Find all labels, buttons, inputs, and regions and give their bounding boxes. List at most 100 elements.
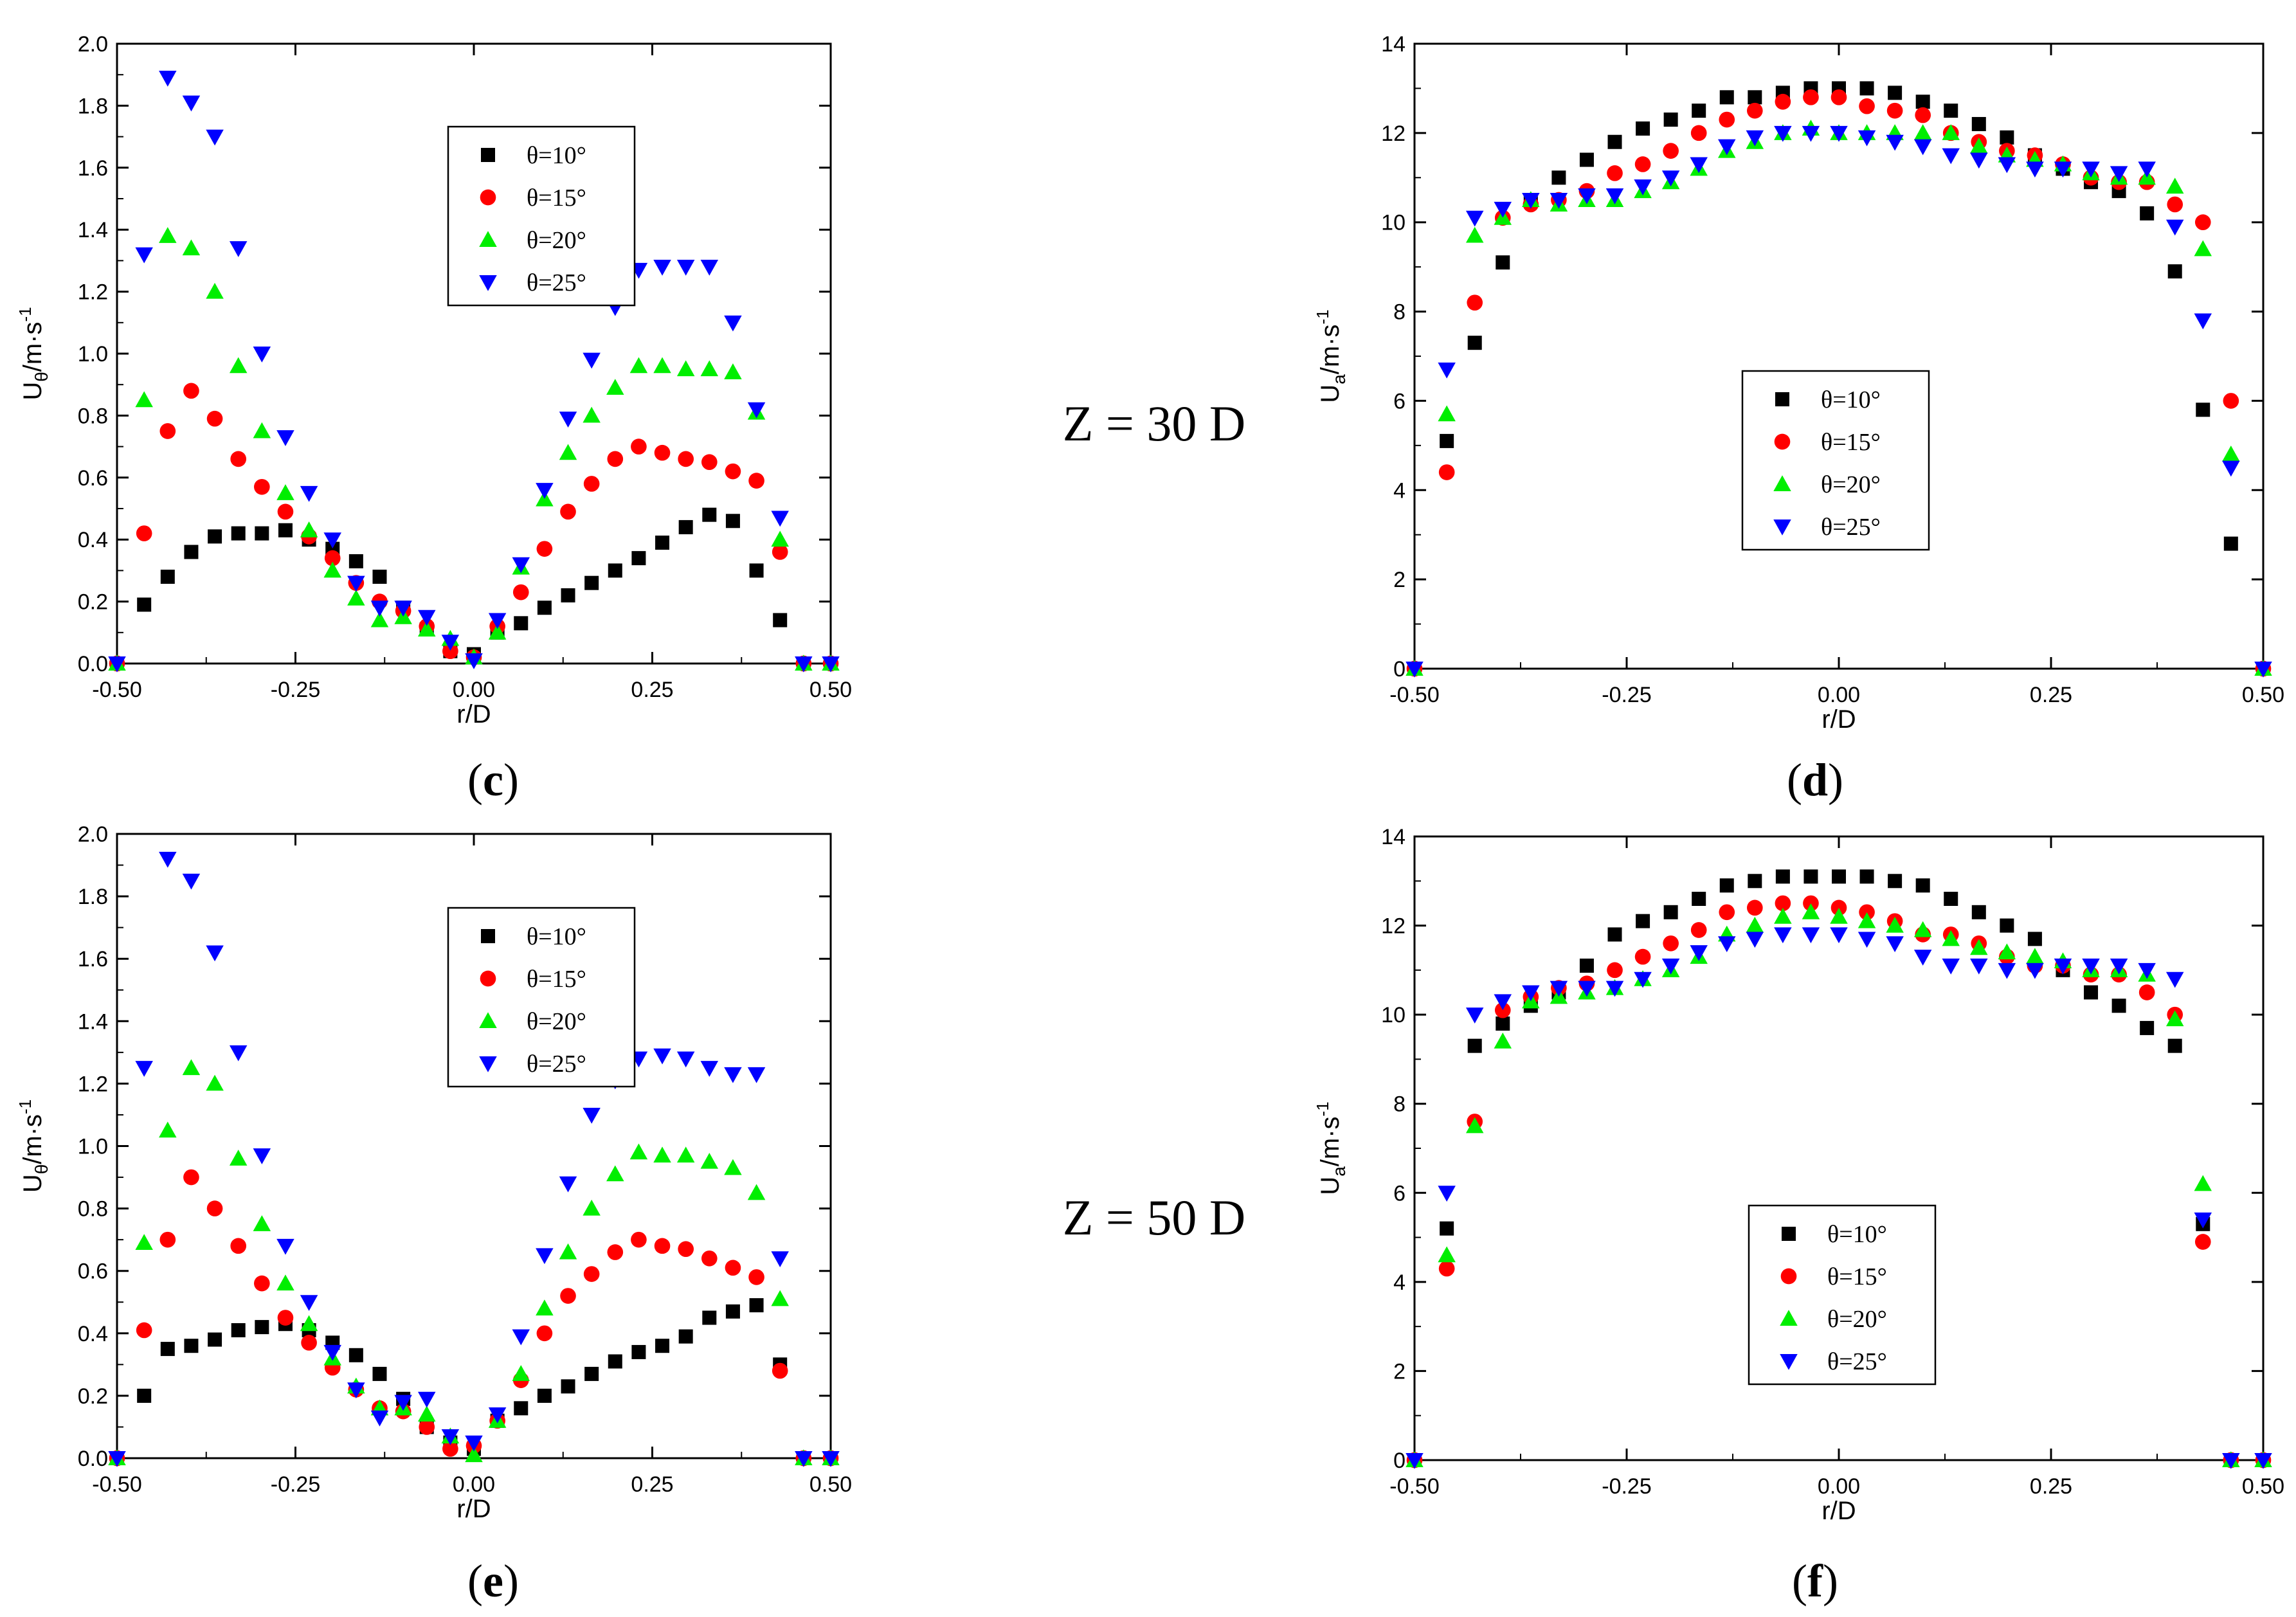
data-point-e-s3: [771, 1251, 789, 1268]
data-point-e-s3: [159, 851, 177, 868]
data-point-c-s3: [747, 402, 766, 419]
x-axis-label-c: r/D: [456, 700, 491, 728]
data-point-e-s3: [300, 1295, 318, 1311]
data-point-c-s3: [676, 260, 695, 276]
data-point-e-s2: [536, 1299, 554, 1315]
legend-label-e-s3: θ=25°: [527, 1051, 586, 1078]
data-point-f-s2: [1802, 903, 1820, 919]
data-point-c-s2: [724, 363, 742, 379]
data-point-f-s2: [1942, 930, 1960, 946]
data-point-e-s1: [725, 1260, 741, 1276]
data-point-c-s2: [771, 530, 789, 547]
data-point-e-s1: [701, 1250, 718, 1267]
data-point-c-s2: [300, 521, 318, 537]
data-point-d-s3: [1465, 210, 1484, 227]
data-point-e-s2: [253, 1215, 271, 1231]
data-point-d-s3: [1522, 193, 1540, 209]
data-point-f-s3: [1858, 932, 1876, 948]
data-point-f-s3: [1998, 962, 2016, 979]
data-point-d-s0: [1719, 90, 1734, 105]
data-point-d-s3: [1634, 179, 1652, 195]
data-point-c-s2: [488, 624, 507, 640]
data-point-f-s0: [2140, 1020, 2155, 1035]
data-point-e-s3: [676, 1051, 695, 1068]
data-point-e-s3: [441, 1429, 460, 1445]
data-point-c-s2: [559, 444, 577, 460]
data-point-e-s3: [229, 1045, 248, 1061]
y-tick-label-c: 0.0: [78, 652, 108, 676]
data-point-f-s0: [1607, 927, 1622, 942]
y-tick-label-c: 0.4: [78, 528, 108, 552]
y-tick-label-c: 1.4: [78, 218, 108, 242]
row-label-z30: Z = 30 D: [1063, 395, 1245, 451]
data-point-d-s3: [2026, 161, 2044, 178]
data-point-e-s3: [370, 1410, 389, 1427]
data-point-c-s3: [108, 656, 126, 673]
data-point-e-s2: [583, 1199, 601, 1216]
data-point-f-s3: [2222, 1453, 2240, 1469]
data-point-f-s3: [1802, 927, 1820, 944]
data-point-f-s1: [2194, 1234, 2211, 1250]
data-point-d-s0: [1440, 433, 1454, 448]
data-point-d-s0: [2223, 536, 2238, 551]
data-point-e-s0: [208, 1332, 222, 1347]
y-tick-label-e: 1.2: [78, 1072, 108, 1096]
data-point-e-s1: [277, 1310, 294, 1326]
data-point-e-s2: [629, 1143, 648, 1160]
data-point-d-s1: [1886, 102, 1903, 119]
x-tick-label-d: 0.25: [2030, 683, 2072, 707]
data-point-e-s2: [182, 1059, 201, 1076]
data-point-c-s0: [231, 526, 246, 541]
y-tick-label-d: 6: [1393, 389, 1406, 413]
legend-c: [447, 125, 636, 307]
data-point-d-s0: [1748, 90, 1762, 105]
y-axis-label-c: Uθ/m·s-1: [15, 307, 51, 400]
x-tick-label-d: 0.50: [2242, 683, 2284, 707]
data-point-e-s1: [748, 1269, 764, 1285]
data-point-d-s1: [1859, 98, 1875, 114]
data-point-d-s1: [1634, 156, 1651, 172]
data-point-f-s0: [1663, 905, 1678, 919]
data-point-f-s3: [1634, 971, 1652, 988]
data-point-e-s3: [653, 1048, 671, 1065]
legend-marker-d-s3: [1773, 519, 1791, 536]
data-point-d-s3: [1494, 201, 1512, 218]
data-point-e-s3: [822, 1451, 840, 1467]
x-tick-label-c: 0.00: [453, 678, 495, 702]
chart-d: (d) -0.50 -0.25 0.00 0.25 0.50 0 2 4 6 8 10 12 14 r/D…: [1313, 32, 2284, 806]
data-point-c-s1: [159, 423, 176, 439]
y-tick-label-e: 0.4: [78, 1322, 108, 1346]
data-point-f-s2: [1830, 907, 1848, 924]
y-tick-label-c: 1.2: [78, 280, 108, 305]
panel-label-d: (d): [1787, 754, 1843, 806]
data-point-d-s1: [1690, 125, 1707, 141]
data-point-e-s0: [372, 1366, 387, 1381]
data-point-f-s3: [1774, 927, 1792, 944]
data-point-c-s1: [583, 476, 600, 492]
data-point-c-s3: [724, 315, 742, 332]
data-point-c-s3: [417, 610, 436, 626]
data-point-c-s3: [441, 635, 460, 651]
y-tick-label-d: 8: [1393, 300, 1406, 325]
y-tick-label-e: 1.6: [78, 947, 108, 971]
data-point-f-s1: [1719, 904, 1735, 921]
data-point-e-s2: [676, 1146, 695, 1163]
data-point-f-s1: [1494, 1002, 1511, 1018]
legend-marker-c-s3: [479, 275, 497, 291]
y-tick-label-c: 0.2: [78, 590, 108, 615]
data-point-c-s3: [488, 613, 507, 629]
legend-marker-e-s0: [481, 929, 495, 943]
data-point-d-s1: [1438, 464, 1455, 480]
data-point-f-s0: [1719, 878, 1734, 893]
legend-marker-e-s2: [479, 1012, 497, 1028]
legend-marker-f-s1: [1780, 1268, 1797, 1285]
data-point-d-s3: [1438, 362, 1456, 379]
data-point-f-s1: [1690, 922, 1707, 938]
data-point-d-s3: [1406, 662, 1424, 678]
data-point-c-s1: [748, 473, 764, 489]
data-point-c-s2: [182, 239, 201, 256]
data-point-d-s3: [1690, 157, 1708, 174]
data-point-c-s2: [370, 611, 389, 628]
data-point-f-s3: [1406, 1453, 1424, 1469]
